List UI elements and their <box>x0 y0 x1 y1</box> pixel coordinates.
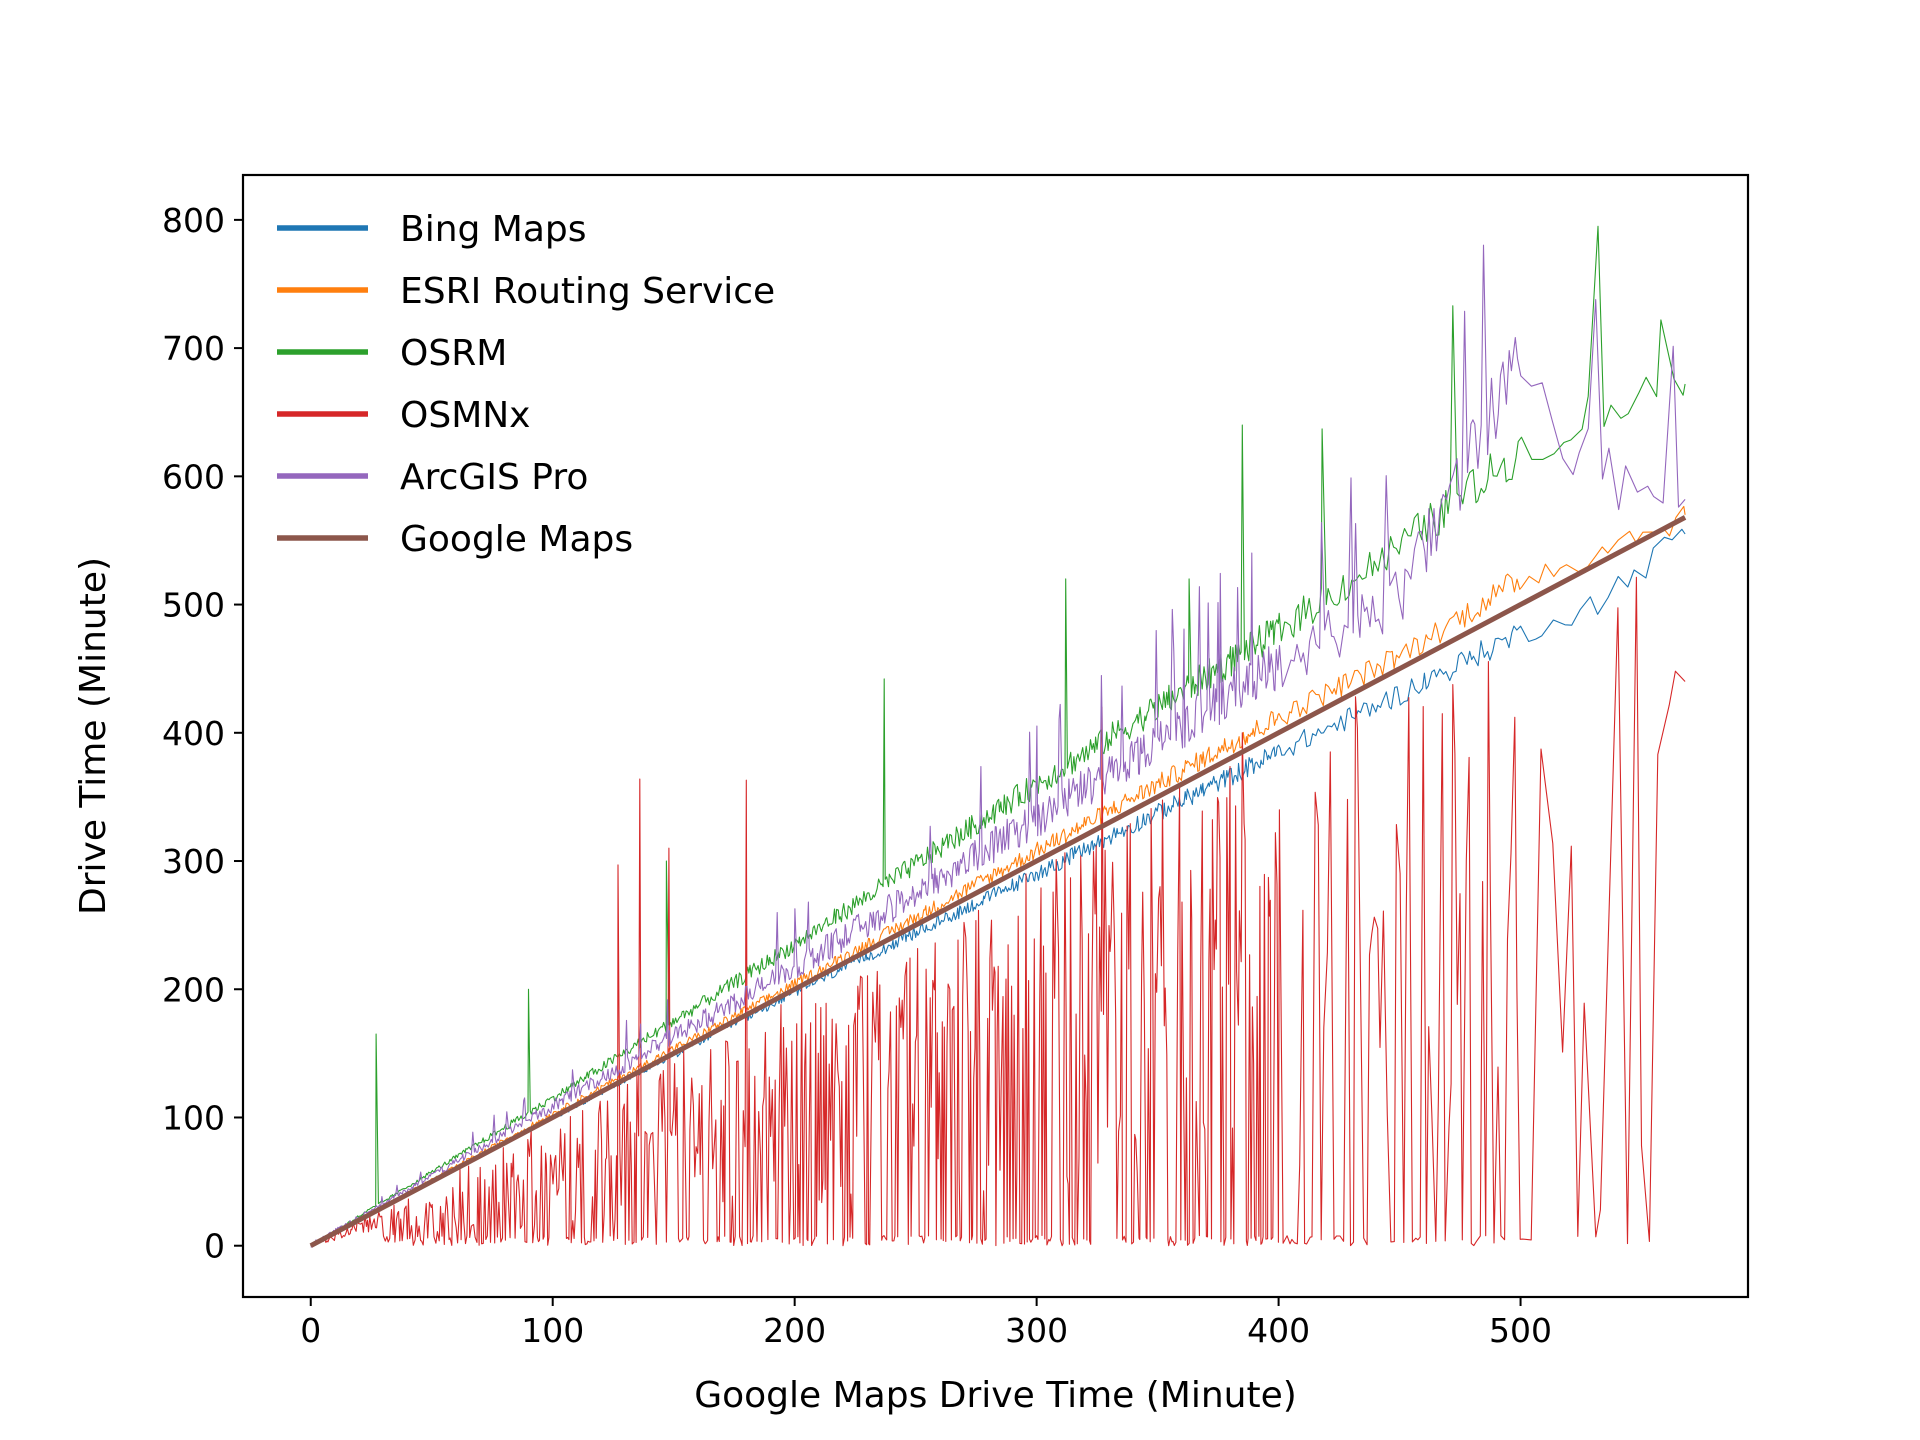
x-axis-label: Google Maps Drive Time (Minute) <box>694 1375 1297 1416</box>
legend-label: Bing Maps <box>400 209 587 250</box>
plot-frame <box>241 173 1750 1299</box>
legend-label: ESRI Routing Service <box>400 271 775 312</box>
y-tick-label: 400 <box>162 714 225 753</box>
series-line-google-maps <box>309 515 1687 1248</box>
legend-label: ArcGIS Pro <box>400 457 588 498</box>
x-tick-label: 400 <box>1247 1311 1310 1350</box>
y-tick-label: 600 <box>162 457 225 496</box>
legend-label: OSRM <box>400 333 507 374</box>
y-tick-label: 100 <box>162 1098 225 1137</box>
axis-ticks: 0 100 200 300 400 500 0 100 200 300 400 500 600 700 80… <box>162 201 1552 1350</box>
y-tick-label: 800 <box>162 201 225 240</box>
y-tick-label: 0 <box>204 1227 225 1266</box>
series-line-esri-routing-service <box>310 505 1686 1247</box>
x-tick-label: 500 <box>1489 1311 1552 1350</box>
series-line-osmnx <box>310 576 1686 1247</box>
x-tick-label: 100 <box>521 1311 584 1350</box>
legend-label: OSMNx <box>400 395 530 436</box>
legend: Bing Maps ESRI Routing Service OSRM OSMNx Ar… <box>277 209 775 560</box>
series-line-arcgis-pro <box>310 244 1686 1248</box>
y-axis-label: Drive Time (Minute) <box>73 557 114 915</box>
series-layer <box>309 225 1687 1248</box>
y-tick-label: 300 <box>162 842 225 881</box>
legend-label: Google Maps <box>400 519 633 560</box>
series-line-osrm <box>310 225 1686 1247</box>
y-tick-label: 200 <box>162 970 225 1009</box>
x-tick-label: 200 <box>763 1311 826 1350</box>
x-tick-label: 0 <box>300 1311 321 1350</box>
y-tick-label: 500 <box>162 586 225 625</box>
x-tick-label: 300 <box>1005 1311 1068 1350</box>
y-tick-label: 700 <box>162 329 225 368</box>
